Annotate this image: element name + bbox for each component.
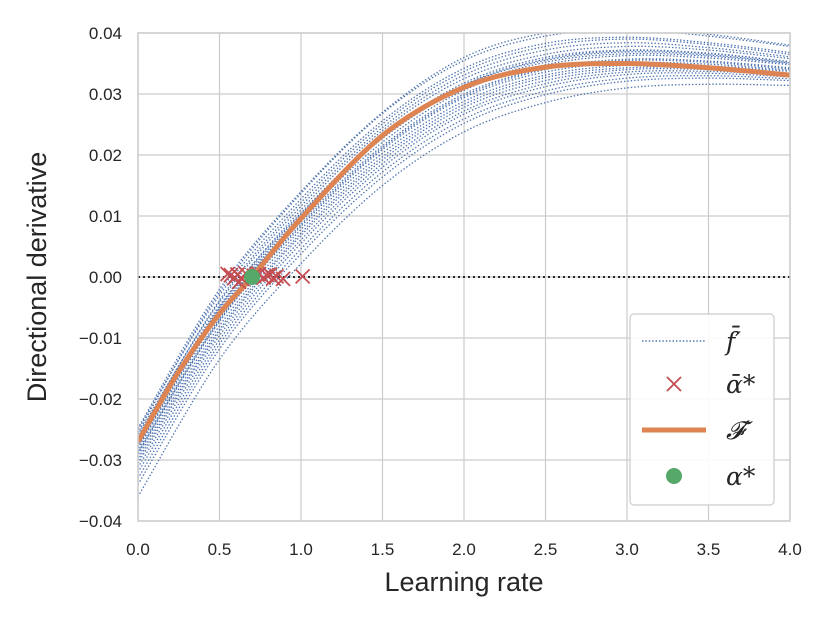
y-tick-label: 0.03 bbox=[89, 85, 122, 104]
x-tick-label: 0.0 bbox=[126, 540, 150, 559]
x-tick-label: 2.0 bbox=[452, 540, 476, 559]
y-tick-label: −0.03 bbox=[79, 451, 122, 470]
x-tick-label: 3.5 bbox=[697, 540, 721, 559]
x-tick-label: 1.0 bbox=[289, 540, 313, 559]
sample-curve-line bbox=[138, 75, 790, 479]
y-tick-labels: −0.04 −0.03 −0.02 −0.01 0.00 0.01 0.02 0.03 0.04 bbox=[79, 24, 122, 531]
x-tick-label: 1.5 bbox=[371, 540, 395, 559]
sample-curve-line bbox=[138, 59, 790, 454]
mean-curve-group bbox=[138, 60, 790, 443]
y-tick-label: −0.01 bbox=[79, 329, 122, 348]
sample-curve-line bbox=[138, 77, 790, 485]
legend-label: 𝓕′ bbox=[726, 416, 753, 445]
legend-label: ᾱ* bbox=[726, 370, 756, 399]
y-tick-label: 0.00 bbox=[89, 268, 122, 287]
legend-handle-mean-root bbox=[666, 468, 682, 484]
y-tick-label: 0.01 bbox=[89, 207, 122, 226]
legend-handle-sample-root bbox=[666, 376, 682, 392]
mean-curve-line bbox=[138, 60, 790, 443]
x-axis-label: Learning rate bbox=[384, 567, 543, 597]
mean-root-marker bbox=[244, 269, 261, 285]
sample-curve-line bbox=[138, 42, 790, 435]
x-tick-label: 2.5 bbox=[534, 540, 558, 559]
sample-curve-line bbox=[138, 61, 790, 455]
sample-curve-line bbox=[138, 33, 790, 433]
legend-box bbox=[629, 313, 775, 506]
y-tick-label: −0.04 bbox=[79, 512, 122, 531]
plot-frame bbox=[137, 32, 791, 522]
x-tick-labels: 0.0 0.5 1.0 1.5 2.0 2.5 3.0 3.5 4.0 bbox=[126, 540, 802, 559]
sample-root-marker bbox=[294, 268, 311, 285]
y-tick-label: 0.02 bbox=[89, 146, 122, 165]
x-tick-label: 3.0 bbox=[615, 540, 639, 559]
sample-curve-line bbox=[138, 83, 790, 497]
y-tick-label: −0.02 bbox=[79, 390, 122, 409]
legend-label: f̄′ bbox=[724, 327, 741, 356]
sample-curve-line bbox=[138, 49, 790, 439]
y-axis-label: Directional derivative bbox=[22, 152, 52, 403]
legend: f̄′ ᾱ* 𝓕′ α* bbox=[629, 313, 775, 506]
plot-border bbox=[137, 32, 791, 522]
y-tick-label: 0.04 bbox=[89, 24, 122, 43]
x-tick-label: 0.5 bbox=[208, 540, 232, 559]
x-tick-label: 4.0 bbox=[778, 540, 802, 559]
sample-curve-line bbox=[138, 72, 790, 473]
sample-curve-line bbox=[138, 45, 790, 443]
sample-curve-line bbox=[138, 38, 790, 438]
sample-root-marker bbox=[275, 271, 291, 287]
legend-label: α* bbox=[726, 462, 756, 491]
mean-root-group bbox=[244, 269, 261, 285]
